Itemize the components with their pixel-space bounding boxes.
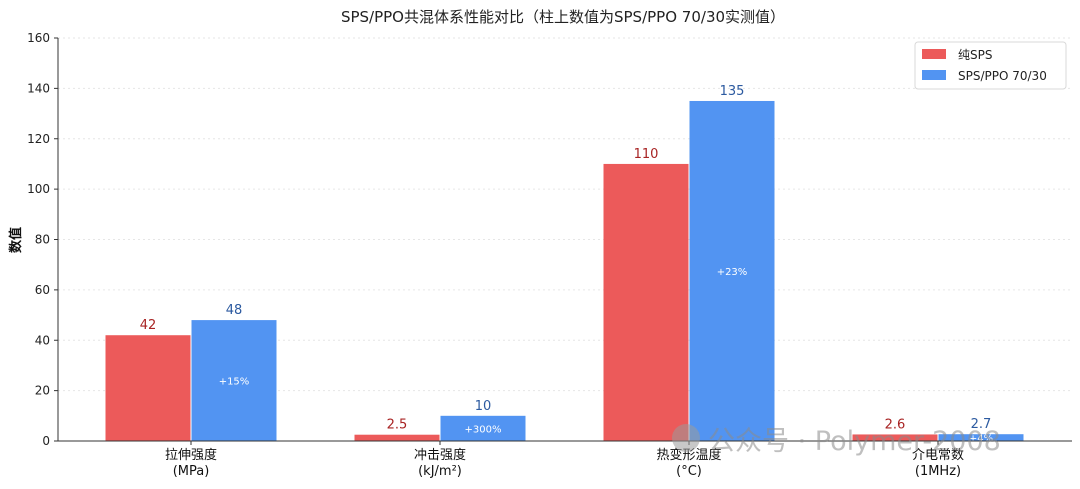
bar-pure-sps-4: [852, 434, 938, 441]
legend-swatch-1: [922, 49, 946, 59]
data-label: 110: [634, 147, 659, 162]
y-tick-label: 160: [27, 31, 50, 45]
legend-label-2: SPS/PPO 70/30: [958, 69, 1047, 83]
y-tick-label: 40: [35, 333, 50, 347]
x-axis: 拉伸强度(MPa) 冲击强度(kJ/m²) 热变形温度(°C) 介电常数(1MHz): [165, 441, 964, 479]
bar-sps-ppo-2: [440, 415, 526, 441]
data-label: 2.5: [387, 418, 408, 433]
data-label: 48: [226, 303, 243, 318]
data-label: 2.6: [885, 417, 906, 432]
bar-sps-ppo-3: [689, 100, 775, 441]
legend: 纯SPS SPS/PPO 70/30: [914, 41, 1067, 90]
y-axis: 0 20 40 60 80 100 120 140 160: [27, 31, 58, 448]
legend-swatch-2: [922, 70, 946, 80]
y-tick-label: 100: [27, 182, 50, 196]
improvement-label: +4%: [969, 434, 993, 445]
bar-pure-sps-1: [105, 335, 191, 441]
watermark: 公众号 · Polymer-2008: [672, 424, 1001, 457]
chart-title: SPS/PPO共混体系性能对比（柱上数值为SPS/PPO 70/30实测值）: [341, 8, 785, 26]
y-tick-label: 0: [42, 434, 50, 448]
data-label: 135: [720, 84, 745, 99]
legend-label-1: 纯SPS: [958, 48, 992, 62]
improvement-label: +15%: [219, 377, 250, 388]
data-label: 2.7: [971, 417, 992, 432]
improvement-label: +23%: [717, 267, 748, 278]
bar-pure-sps-3: [603, 163, 689, 441]
x-tick-unit: (kJ/m²): [418, 464, 462, 479]
x-tick-label: 拉伸强度: [165, 447, 217, 463]
y-tick-label: 60: [35, 283, 50, 297]
bar-sps-ppo-4: [938, 434, 1024, 441]
x-tick-unit: (1MHz): [915, 464, 961, 479]
watermark-text: 公众号 · Polymer-2008: [708, 426, 1001, 457]
gridlines: [58, 37, 1072, 392]
x-tick-label: 介电常数: [912, 448, 964, 463]
bar-sps-ppo-1: [191, 320, 277, 441]
y-tick-label: 120: [27, 132, 50, 146]
y-tick-label: 80: [35, 233, 50, 247]
bars: 42 48 +15% 2.5 10 +300% 110 135 +23% 2.6 2.7 +4%: [105, 84, 1024, 445]
data-label: 10: [475, 399, 492, 414]
x-tick-label: 热变形温度: [656, 447, 721, 463]
bar-pure-sps-2: [354, 434, 440, 441]
legend-frame: [914, 41, 1067, 90]
y-axis-label: 数值: [8, 227, 24, 253]
data-label: 42: [140, 318, 157, 333]
y-tick-label: 140: [27, 81, 50, 95]
wechat-icon: [672, 424, 700, 452]
x-tick-unit: (MPa): [173, 464, 210, 479]
x-tick-label: 冲击强度: [414, 447, 466, 463]
x-tick-unit: (°C): [676, 464, 702, 479]
y-tick-label: 20: [35, 384, 50, 398]
improvement-label: +300%: [465, 424, 502, 435]
